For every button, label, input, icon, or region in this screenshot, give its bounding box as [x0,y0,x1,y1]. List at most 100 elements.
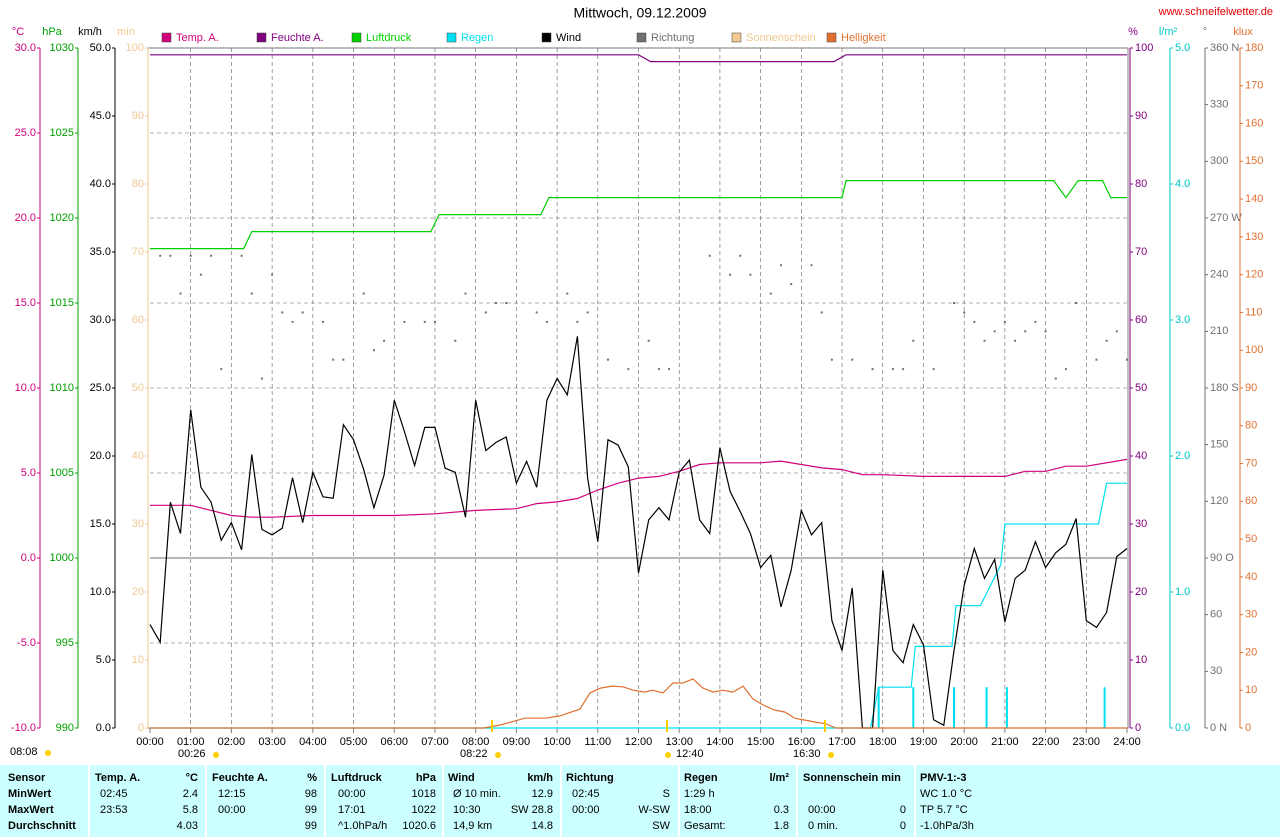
axis-unit: min [117,26,135,38]
direction-dot [464,292,467,295]
direction-dot [912,339,915,342]
direction-dot [545,320,548,323]
y-tick-label: 25.0 [90,382,111,394]
legend-swatch [826,32,837,43]
table-header: Richtung [566,772,614,784]
table-cell: 02:45 [572,788,600,800]
y-tick-label: 60 [132,314,144,326]
direction-dot [1024,330,1027,333]
sun-icon [495,752,501,758]
y-tick-label: 130 [1245,231,1263,243]
direction-dot [1014,339,1017,342]
table-cell: SW [652,820,670,832]
x-tick-label: 13:00 [665,736,693,748]
table-cell: 4.03 [176,820,198,832]
plot-frame [147,47,1129,729]
direction-dot [606,358,609,361]
y-tick-label: 300 [1210,155,1228,167]
x-tick-label: 16:00 [788,736,816,748]
table-cell: 1020.6 [402,820,436,832]
table-header: Wind [448,772,475,784]
direction-dot [189,254,192,257]
y-tick-label: 5.0 [1175,42,1190,54]
legend-swatch [351,32,362,43]
y-tick-label: 270 W [1210,212,1242,224]
y-tick-label: 5.0 [96,654,111,666]
direction-dot [932,368,935,371]
y-tick-label: 140 [1245,193,1263,205]
direction-dot [342,358,345,361]
y-tick-label: 150 [1245,155,1263,167]
table-cell: WC 1.0 °C [920,788,973,800]
direction-dot [993,330,996,333]
legend-label: Wind [556,32,581,44]
x-tick-label: 09:00 [503,736,531,748]
annotation: 00:26 [178,748,206,760]
direction-dot [952,302,955,304]
direction-dot [240,254,243,257]
column-separator [796,765,798,837]
series-line [149,336,1128,729]
x-tick-label: 15:00 [747,736,775,748]
y-tick-label: 20.0 [90,450,111,462]
y-tick-label: 1005 [50,467,74,479]
y-tick-label: 40 [1245,571,1257,583]
table-cell: 1.8 [773,820,789,832]
row-label: Durchschnitt [8,820,76,832]
y-tick-label: 50 [1245,533,1257,545]
x-tick-label: 04:00 [299,736,327,748]
x-tick-label: 20:00 [950,736,978,748]
table-cell: 14,9 km [453,820,493,832]
y-tick-label: 1010 [50,382,74,394]
y-tick-label: 4.0 [1175,178,1190,190]
y-tick-label: 990 [56,722,74,734]
table-cell: TP 5.7 °C [920,804,968,816]
table-header: Sonnenschein min [803,772,901,784]
column-separator [88,765,90,837]
x-tick-label: 07:00 [421,736,449,748]
legend-swatch [541,32,552,43]
y-tick-label: 160 [1245,117,1263,129]
y-tick-label: 0.0 [96,722,111,734]
direction-dot [250,292,253,295]
y-tick-label: 0 N [1210,722,1227,734]
axis-unit: ° [1203,26,1207,38]
direction-dot [891,368,894,371]
direction-dot [963,311,966,314]
sun-icon [45,750,51,756]
axis-unit: klux [1233,26,1253,38]
y-tick-label: 15.0 [15,297,36,309]
direction-dot [779,264,782,267]
y-tick-label: 20 [132,586,144,598]
legend-label: Helligkeit [841,32,886,44]
legend-label: Regen [461,32,493,44]
direction-dot [739,254,742,257]
y-tick-label: 90 O [1210,552,1234,564]
y-tick-label: 50 [1135,382,1147,394]
column-separator [442,765,444,837]
source: www.schneifelwetter.de [1158,6,1273,18]
y-tick-label: 30 [132,518,144,530]
direction-dot [423,320,426,323]
y-tick-label: 80 [1245,420,1257,432]
direction-dot [820,311,823,314]
table-cell: 12.9 [531,788,553,800]
y-tick-label: 1015 [50,297,74,309]
table-cell: 1022 [411,804,436,816]
direction-dot [769,292,772,295]
y-tick-label: 50 [132,382,144,394]
annotation: 08:22 [460,748,488,760]
table-cell: 17:01 [338,804,366,816]
direction-dot [159,254,162,257]
axis-unit: km/h [78,26,102,38]
y-tick-label: 100 [126,42,144,54]
y-tick-label: 45.0 [90,110,111,122]
direction-dot [983,339,986,342]
direction-dot [1075,302,1078,304]
table-cell: 23:53 [100,804,128,816]
legend-swatch [636,32,647,43]
table-cell: 98 [304,788,317,800]
y-tick-label: 1000 [50,552,74,564]
y-tick-label: 60 [1210,609,1222,621]
